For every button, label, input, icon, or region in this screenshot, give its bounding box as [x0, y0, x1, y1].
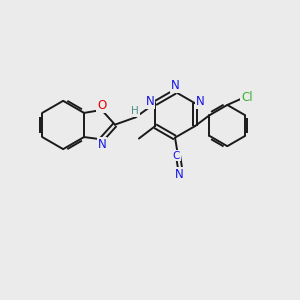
- Text: C: C: [172, 151, 180, 160]
- Text: N: N: [98, 138, 106, 151]
- Text: O: O: [98, 99, 106, 112]
- Text: N: N: [146, 95, 154, 108]
- Text: Cl: Cl: [241, 91, 253, 104]
- Text: N: N: [196, 95, 205, 108]
- Text: N: N: [171, 79, 179, 92]
- Text: N: N: [176, 168, 184, 181]
- Text: H: H: [131, 106, 139, 116]
